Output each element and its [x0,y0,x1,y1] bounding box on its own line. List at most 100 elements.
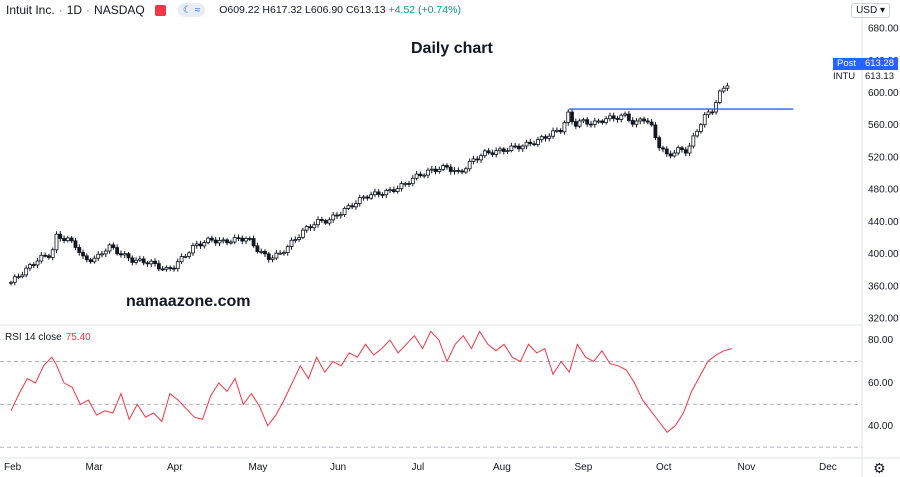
candle-body [706,111,711,116]
candle-body [297,236,301,240]
candle-body [274,252,279,259]
candle-body [717,90,722,103]
candle-body [471,158,476,162]
candle-body [210,237,214,241]
candle-body [475,158,480,161]
price-tick-label: 400.00 [868,249,899,260]
low-value: L606.90 [305,4,344,16]
candle-body [547,135,552,139]
interval-label[interactable]: 1D [66,3,83,17]
candle-body [84,255,89,261]
change-value: +4.52 (+0.74%) [388,4,461,16]
moon-icon: ☾ [182,4,192,16]
candle-body [691,135,696,147]
candle-body [213,239,218,244]
candle-body [608,115,612,120]
candle-body [380,194,385,196]
candle-body [657,137,662,149]
candle-body [653,124,658,138]
candle-body [206,237,211,243]
candle-body [661,147,665,150]
time-tick-label: Jun [330,462,346,473]
candle-body [585,119,590,125]
candle-body [96,253,101,259]
candle-body [448,166,453,172]
candle-body [426,169,430,176]
candle-body [551,130,555,137]
candle-body [570,111,574,122]
candle-body [486,150,491,154]
candle-body [539,136,544,141]
chevron-down-icon: ▾ [877,5,885,16]
candle-body [141,258,146,264]
candle-body [62,238,66,242]
candle-body [581,119,586,122]
separator-dot: · [58,3,63,17]
candle-body [680,147,684,150]
candle-body [562,122,567,133]
candle-body [236,237,241,240]
candle-body [403,183,408,185]
candle-body [221,239,226,242]
candle-body [115,247,120,255]
candle-body [316,219,320,226]
candle-body [672,152,677,157]
candle-body [463,168,468,173]
candle-body [623,113,627,116]
candle-body [28,264,32,269]
candle-body [342,208,347,215]
candle-body [437,168,442,172]
candle-body [714,102,718,113]
price-tick-label: 320.00 [868,314,899,325]
candle-body [285,246,290,253]
candle-body [232,237,237,243]
candle-body [376,191,381,195]
gear-icon[interactable]: ⚙ [873,460,886,476]
candle-body [543,136,548,139]
symbol-name[interactable]: Intuit Inc. [6,3,55,17]
candle-body [596,120,601,123]
candle-body [217,239,222,244]
rsi-series [10,330,733,434]
candle-body [12,276,17,283]
candle-body [198,243,203,247]
candle-body [566,111,571,123]
candle-body [460,170,464,173]
candle-body [536,139,540,145]
candle-body [517,145,521,150]
candle-body [498,148,502,152]
candle-body [247,238,252,240]
currency-selector[interactable]: USD ▾ [851,3,890,18]
candle-body [92,257,97,263]
time-tick-label: Jul [412,462,425,473]
candle-body [441,165,446,170]
candle-body [664,148,669,155]
rsi-legend[interactable]: RSI 14 close 75.40 [5,332,91,343]
candle-body [721,87,726,92]
candle-body [126,253,131,259]
candle-body [179,256,184,263]
candle-body [505,150,510,153]
candle-body [369,194,374,199]
candle-body [532,143,537,146]
ohlc-readout: O609.22 H617.32 L606.90 C613.13 +4.52 (+… [219,4,461,16]
exchange-label: NASDAQ [94,3,145,17]
post-value: 613.28 [864,58,894,69]
candle-body [649,121,654,126]
candle-body [604,118,609,123]
candle-body [103,250,108,255]
price-tick-label: 680.00 [868,24,899,35]
candle-body [452,169,457,172]
candle-body [619,114,624,120]
candle-body [573,121,578,127]
close-value: C613.13 [345,4,386,16]
candle-body [520,145,525,150]
market-status-icon [154,4,166,16]
session-toggle[interactable]: ☾ ≈ [177,3,206,17]
candle-body [630,120,635,125]
candle-body [122,253,127,256]
candle-body [346,205,351,209]
candle-body [259,251,264,253]
time-axis: Feb Mar Apr May Jun Jul Aug Sep Oct Nov Dec [4,462,837,473]
